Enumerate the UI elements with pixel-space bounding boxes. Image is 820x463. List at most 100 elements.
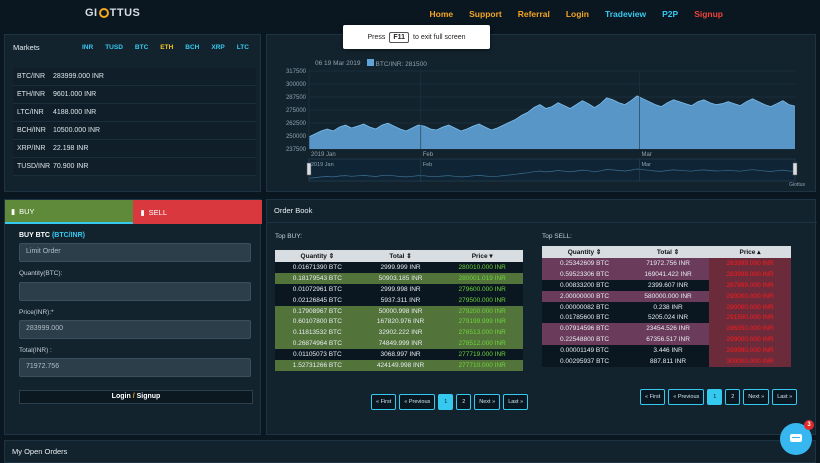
prev-page-button[interactable]: « Previous	[668, 389, 705, 405]
nav-home[interactable]: Home	[429, 9, 454, 19]
col-total[interactable]: Total ⇕	[627, 246, 710, 258]
f11-key: F11	[389, 31, 410, 43]
order-book-title: Order Book	[274, 206, 313, 215]
quantity-label: Quantity(BTC):	[19, 270, 63, 277]
nav-signup[interactable]: Signup	[694, 9, 723, 19]
quantity-input[interactable]	[19, 282, 251, 301]
first-page-button[interactable]: « First	[371, 394, 397, 410]
market-row[interactable]: XRP/INR 22.198 INR	[13, 140, 256, 158]
next-page-button[interactable]: Next »	[743, 389, 770, 405]
tab-tusd[interactable]: TUSD	[105, 44, 123, 51]
table-row[interactable]: 0.00000082 BTC 0.238 INR 290000.000 INR	[542, 301, 791, 313]
cell-quantity: 2.00000000 BTC	[542, 290, 628, 302]
tab-eth[interactable]: ETH	[160, 44, 174, 51]
nav-referral[interactable]: Referral	[517, 9, 550, 19]
table-row[interactable]: 0.00833200 BTC 2399.607 INR 287999.000 INR	[542, 279, 791, 291]
login-signup-button[interactable]: Login / Signup	[19, 390, 253, 404]
table-row[interactable]: 0.01785600 BTC 5205.024 INR 291500.000 INR	[542, 312, 791, 324]
market-row[interactable]: BCH/INR 10500.000 INR	[13, 122, 256, 140]
cell-total: 887.811 INR	[627, 356, 710, 367]
sell-icon: ▮	[140, 207, 145, 217]
table-row[interactable]: 0.11813532 BTC 32902.222 INR 278513.000 IN…	[275, 327, 523, 339]
table-row[interactable]: 0.00295937 BTC 887.811 INR 300000.000 INR	[542, 356, 791, 367]
page-2-button[interactable]: 2	[456, 394, 472, 410]
chat-badge: 3	[804, 420, 814, 430]
table-row[interactable]: 0.07914596 BTC 23454.526 INR 296350.000 IN…	[542, 323, 791, 335]
tab-ltc[interactable]: LTC	[236, 44, 249, 51]
table-row[interactable]: 1.52731266 BTC 424149.998 INR 277710.000 I…	[275, 360, 523, 371]
order-book-panel: Order Book Top BUY: Top SELL: Quantity ⇕…	[266, 199, 817, 435]
table-row[interactable]: 0.26874964 BTC 74849.999 INR 278512.000 IN…	[275, 338, 523, 350]
cell-quantity: 0.00000082 BTC	[542, 301, 628, 313]
cell-price: 291500.000 INR	[709, 312, 791, 324]
chart-credit: Giottus	[789, 182, 805, 188]
cell-total: 3068.997 INR	[359, 349, 442, 361]
table-row[interactable]: 0.22548800 BTC 67356.517 INR 299000.000 IN…	[542, 334, 791, 346]
logo[interactable]: GI TTUS	[85, 7, 141, 19]
next-page-button[interactable]: Next »	[474, 394, 501, 410]
last-page-button[interactable]: Last »	[772, 389, 798, 405]
page-1-button[interactable]: 1	[438, 394, 454, 410]
tab-btc[interactable]: BTC	[134, 44, 149, 51]
nav-p2p[interactable]: P2P	[662, 9, 679, 19]
tab-bch[interactable]: BCH	[185, 44, 200, 51]
x-tick-label: Mar	[641, 152, 651, 158]
price-chart[interactable]: 317500 300000 287500 275000 262500 250000 2375…	[275, 63, 805, 187]
col-price[interactable]: Price ▾	[441, 250, 523, 262]
cell-total: 32902.222 INR	[359, 327, 442, 339]
cell-quantity: 0.25342609 BTC	[542, 258, 628, 269]
market-row[interactable]: TUSD/INR 70.900 INR	[13, 158, 256, 176]
cell-quantity: 0.00295937 BTC	[542, 356, 628, 367]
navigator-handle-right	[792, 162, 798, 176]
tab-inr[interactable]: INR	[82, 44, 94, 51]
col-quantity[interactable]: Quantity ⇕	[542, 246, 628, 258]
cell-quantity: 0.01785600 BTC	[542, 312, 628, 324]
table-row[interactable]: 0.60107800 BTC 167820.976 INR 279199.999 I…	[275, 316, 523, 328]
prev-page-button[interactable]: « Previous	[399, 394, 436, 410]
open-orders-panel: My Open Orders	[4, 440, 816, 463]
market-row[interactable]: LTC/INR 4188.000 INR	[13, 104, 256, 122]
table-row[interactable]: 0.25342609 BTC 71972.756 INR 283999.000 IN…	[542, 258, 791, 269]
last-page-button[interactable]: Last »	[503, 394, 529, 410]
col-total[interactable]: Total ⇕	[359, 250, 442, 262]
navigator-tick-label: 2019 Jan	[311, 162, 334, 168]
market-row[interactable]: ETH/INR 9601.000 INR	[13, 86, 256, 104]
table-row[interactable]: 2.00000000 BTC 580000.000 INR 290000.000 I…	[542, 290, 791, 302]
table-row[interactable]: 0.17908967 BTC 50000.998 INR 279200.000 IN…	[275, 305, 523, 317]
table-row[interactable]: 0.18179543 BTC 50903.185 INR 280001.019 IN…	[275, 272, 523, 284]
first-page-button[interactable]: « First	[640, 389, 666, 405]
nav-support[interactable]: Support	[469, 9, 502, 19]
cell-price: 283999.000 INR	[709, 268, 791, 280]
chat-button[interactable]: 3	[780, 420, 814, 455]
buy-tab[interactable]: ▮ BUY	[5, 200, 133, 224]
total-label: Total(INR) :	[19, 347, 52, 354]
order-type-select[interactable]: Limit Order	[19, 243, 251, 262]
table-row[interactable]: 0.00001149 BTC 3.446 INR 299990.000 INR	[542, 345, 791, 357]
page-1-button[interactable]: 1	[707, 389, 723, 405]
price-input[interactable]: 283999.000	[19, 320, 251, 339]
market-row[interactable]: BTC/INR 283999.000 INR	[13, 68, 256, 86]
buy-heading: BUY BTC (BTC/INR)	[19, 232, 85, 239]
page-2-button[interactable]: 2	[725, 389, 741, 405]
cell-price: 277710.000 INR	[441, 360, 523, 371]
table-row[interactable]: 0.01105073 BTC 3068.997 INR 277719.000 INR	[275, 349, 523, 361]
tab-xrp[interactable]: XRP	[211, 44, 225, 51]
col-quantity[interactable]: Quantity ⇕	[275, 250, 360, 262]
table-row[interactable]: 0.59523306 BTC 169041.422 INR 283999.000 I…	[542, 268, 791, 280]
navigator-handle-left	[306, 162, 312, 176]
cell-price: 280010.000 INR	[441, 262, 523, 273]
total-input[interactable]: 71972.756	[19, 358, 251, 377]
nav-login[interactable]: Login	[565, 9, 589, 19]
sell-tab[interactable]: ▮ SELL	[132, 200, 262, 224]
cell-total: 50000.998 INR	[359, 305, 442, 317]
table-row[interactable]: 0.02126845 BTC 5937.311 INR 279500.000 INR	[275, 294, 523, 306]
nav-links: Home Support Referral Login Tradeview P2…	[430, 9, 723, 19]
table-row[interactable]: 0.01072961 BTC 2999.998 INR 279600.000 INR	[275, 283, 523, 295]
buy-pager: « First « Previous 1 2 Next » Last »	[371, 394, 529, 410]
col-price[interactable]: Price ▴	[709, 246, 791, 258]
table-row[interactable]: 0.01671390 BTC 2999.999 INR 280010.000 INR	[275, 262, 523, 273]
legend-swatch	[366, 59, 374, 66]
nav-tradeview[interactable]: Tradeview	[605, 9, 647, 19]
legend-date: 06 19 Mar 2019	[315, 60, 361, 67]
cell-quantity: 0.22548800 BTC	[542, 334, 628, 346]
